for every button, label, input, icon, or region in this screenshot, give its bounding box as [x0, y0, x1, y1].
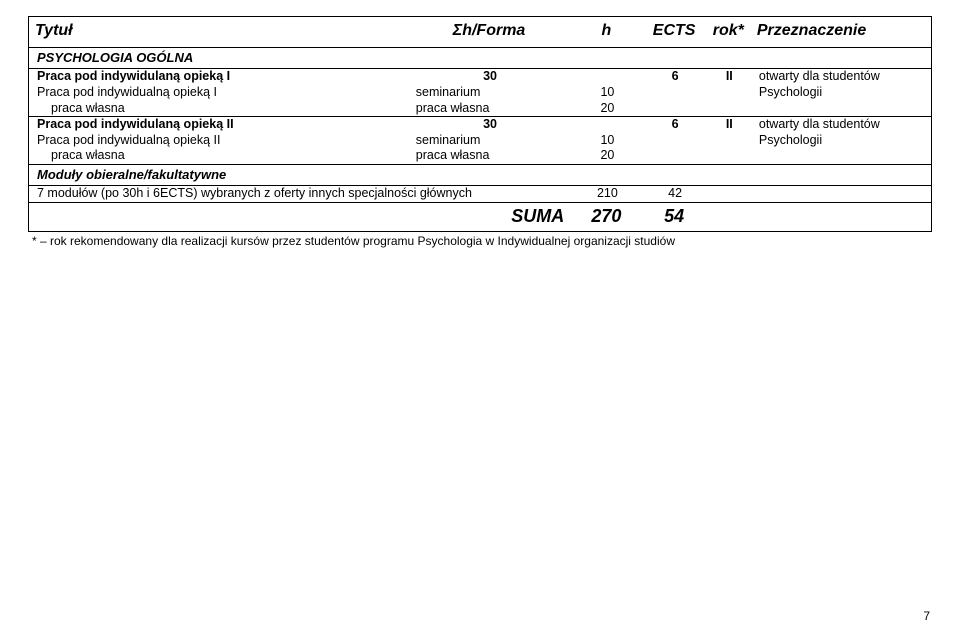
row-title: Praca pod indywidulaną opieką I — [29, 69, 408, 85]
curriculum-table: Tytuł Σh/Forma h ECTS rok* Przeznaczenie… — [28, 16, 932, 232]
col-title: Tytuł — [29, 17, 408, 48]
table-row: 7 modułów (po 30h i 6ECTS) wybranych z o… — [29, 186, 932, 203]
footnote: * – rok rekomendowany dla realizacji kur… — [28, 232, 932, 248]
row-h: 10 — [570, 85, 642, 101]
section-moduly: Moduły obieralne/fakultatywne — [29, 165, 932, 186]
table-row: Praca pod indywidualną opieką I seminari… — [29, 85, 932, 101]
table-row: Praca pod indywidualną opieką II seminar… — [29, 133, 932, 149]
row-title: 7 modułów (po 30h i 6ECTS) wybranych z o… — [29, 186, 571, 203]
row-rok — [706, 133, 751, 149]
row-rok — [706, 85, 751, 101]
row-przez — [751, 148, 932, 164]
row-h — [570, 117, 642, 133]
row-forma: 30 — [408, 69, 571, 85]
row-h: 20 — [570, 148, 642, 164]
table-header-row: Tytuł Σh/Forma h ECTS rok* Przeznaczenie — [29, 17, 932, 48]
table-row: praca własna praca własna 20 — [29, 101, 932, 117]
row-title: praca własna — [29, 148, 408, 164]
col-forma: Σh/Forma — [408, 17, 571, 48]
row-ects — [643, 85, 706, 101]
row-title: Praca pod indywidualną opieką I — [29, 85, 408, 101]
row-ects — [643, 148, 706, 164]
row-przez — [751, 101, 932, 117]
row-h: 20 — [570, 101, 642, 117]
row-h — [570, 69, 642, 85]
section-label: PSYCHOLOGIA OGÓLNA — [29, 48, 932, 69]
row-rok: II — [706, 117, 751, 133]
table-row: praca własna praca własna 20 — [29, 148, 932, 164]
table-row: Praca pod indywidulaną opieką I 30 6 II … — [29, 69, 932, 85]
row-przez: otwarty dla studentów — [751, 117, 932, 133]
row-forma: seminarium — [408, 133, 571, 149]
row-rok: II — [706, 69, 751, 85]
row-przez: Psychologii — [751, 133, 932, 149]
row-forma: praca własna — [408, 148, 571, 164]
row-rok — [706, 148, 751, 164]
row-title: Praca pod indywidulaną opieką II — [29, 117, 408, 133]
row-przez: otwarty dla studentów — [751, 69, 932, 85]
section-psychologia-ogolna: PSYCHOLOGIA OGÓLNA — [29, 48, 932, 69]
row-h: 210 — [570, 186, 642, 203]
col-h: h — [570, 17, 642, 48]
row-title: praca własna — [29, 101, 408, 117]
row-forma: seminarium — [408, 85, 571, 101]
row-forma: praca własna — [408, 101, 571, 117]
row-rok — [706, 101, 751, 117]
row-ects: 6 — [643, 117, 706, 133]
row-forma: 30 — [408, 117, 571, 133]
row-h: 10 — [570, 133, 642, 149]
col-rok: rok* — [706, 17, 751, 48]
row-ects: 6 — [643, 69, 706, 85]
col-przez: Przeznaczenie — [751, 17, 932, 48]
suma-h: 270 — [570, 202, 642, 232]
suma-row: SUMA 270 54 — [29, 202, 932, 232]
row-ects — [643, 101, 706, 117]
section-label: Moduły obieralne/fakultatywne — [29, 165, 932, 186]
row-przez: Psychologii — [751, 85, 932, 101]
suma-label: SUMA — [29, 202, 571, 232]
page-number: 7 — [923, 609, 930, 623]
row-title: Praca pod indywidualną opieką II — [29, 133, 408, 149]
col-ects: ECTS — [643, 17, 706, 48]
row-ects: 42 — [643, 186, 706, 203]
suma-ects: 54 — [643, 202, 706, 232]
row-ects — [643, 133, 706, 149]
table-row: Praca pod indywidulaną opieką II 30 6 II… — [29, 117, 932, 133]
